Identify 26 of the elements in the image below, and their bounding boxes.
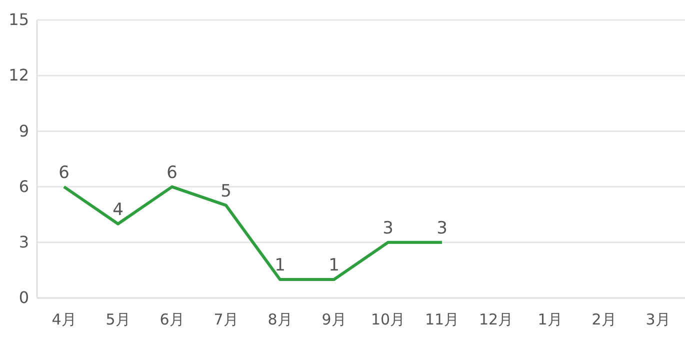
y-tick-label: 9 [18, 121, 29, 140]
x-tick-label: 3月 [646, 310, 670, 329]
x-tick-label: 10月 [370, 310, 406, 329]
x-tick-label: 4月 [52, 310, 76, 329]
x-tick-label: 12月 [478, 310, 514, 329]
data-label: 1 [328, 255, 340, 276]
data-label: 4 [112, 200, 124, 220]
data-label: 3 [382, 218, 394, 238]
x-tick-label: 1月 [538, 310, 562, 329]
data-label: 6 [166, 162, 178, 183]
x-tick-label: 5月 [106, 310, 130, 329]
x-tick-label: 6月 [160, 310, 184, 329]
x-tick-label: 8月 [268, 310, 292, 329]
x-tick-label: 2月 [592, 310, 616, 329]
x-tick-label: 11月 [424, 310, 460, 329]
x-tick-label: 7月 [214, 310, 238, 329]
y-tick-label: 12 [8, 66, 29, 85]
y-tick-label: 3 [18, 232, 29, 252]
y-tick-label: 0 [18, 288, 29, 308]
data-label: 5 [220, 181, 232, 202]
x-tick-label: 9月 [322, 310, 346, 329]
y-tick-label: 15 [8, 10, 29, 30]
data-label: 6 [58, 162, 70, 183]
y-tick-label: 6 [18, 176, 29, 196]
data-label: 1 [274, 255, 286, 276]
data-label: 3 [436, 218, 448, 238]
